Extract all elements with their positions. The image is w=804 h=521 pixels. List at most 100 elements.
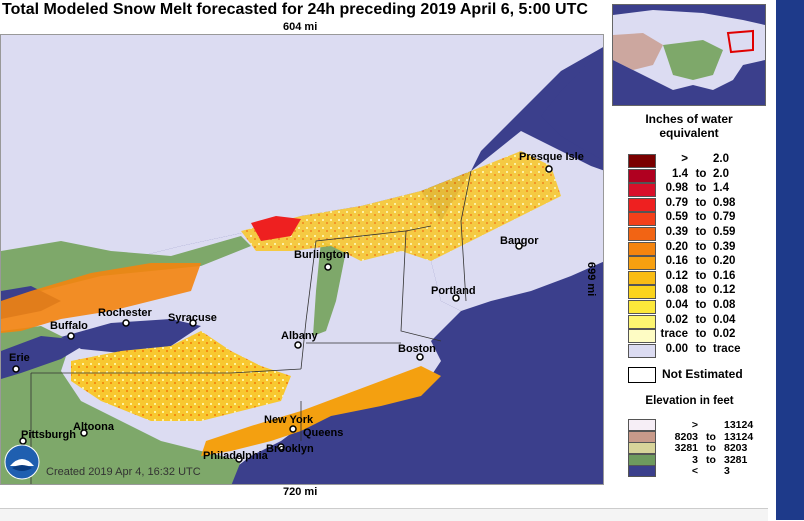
city-label: Boston — [398, 343, 436, 355]
top-scale-label: 604 mi — [283, 21, 318, 33]
burlington-dot[interactable] — [324, 263, 332, 271]
bangor-dot[interactable] — [515, 242, 523, 250]
syracuse-dot[interactable] — [189, 319, 197, 327]
legend-swatch — [628, 168, 656, 183]
legend-to: 0.59 — [713, 226, 736, 238]
city-label: Philadelphia — [203, 450, 269, 462]
albany-dot[interactable] — [294, 341, 302, 349]
city-label: Erie — [9, 352, 30, 364]
legend-row: 0.08 to 0.12 — [628, 284, 768, 300]
legend-to: 0.16 — [713, 269, 736, 282]
melt-band-coast — [201, 366, 441, 456]
legend-to-word: to — [695, 284, 707, 297]
canada-land — [1, 35, 603, 296]
elevation-row: <3 — [628, 465, 768, 478]
legend-to-word: to — [695, 269, 707, 282]
legend-swatch — [628, 241, 656, 256]
elevation-from: > — [691, 419, 698, 431]
bottom-scale-label: 720 mi — [283, 486, 318, 498]
legend-swatch — [628, 256, 656, 271]
bottom-bar — [0, 508, 768, 521]
legend-to: 1.4 — [713, 182, 729, 195]
elevation-swatch — [628, 465, 656, 478]
legend-row: 0.04 to 0.08 — [628, 299, 768, 314]
legend-to-word: to — [695, 211, 707, 224]
legend-to: 0.04 — [713, 313, 736, 326]
legend-to: 2.0 — [713, 167, 729, 180]
legend-to: trace — [713, 342, 741, 355]
legend-row: 0.39 to 0.59 — [628, 226, 768, 241]
legend-to: 0.98 — [713, 196, 736, 209]
city-label: Syracuse — [168, 312, 217, 324]
legend-to: 0.02 — [713, 328, 736, 341]
legend-to-word: to — [695, 226, 707, 238]
elevation-row: 3281 to 8203 — [628, 442, 768, 455]
city-markers — [12, 165, 553, 463]
legend-row: >2.0 — [628, 153, 768, 168]
legend-from: > — [681, 153, 688, 165]
snow-melt-map[interactable]: Presque Isle Bangor Burlington Portland … — [0, 34, 604, 485]
legend-from: 0.00 — [665, 342, 688, 355]
legend-from: 0.08 — [665, 284, 688, 297]
legend-to-word: to — [695, 313, 707, 326]
locator-inset-map[interactable] — [612, 4, 766, 106]
legend-to: 0.20 — [713, 255, 736, 268]
elevation-to-word: to — [706, 453, 716, 466]
melt-peak-adirondack — [251, 216, 301, 241]
portland-dot[interactable] — [452, 294, 460, 302]
legend-to-word: to — [695, 240, 707, 253]
new-york-dot[interactable] — [289, 425, 297, 433]
city-label: Presque Isle — [519, 151, 584, 163]
elevation-from: 3 — [692, 453, 698, 466]
city-label: Portland — [431, 285, 476, 297]
legend-to: 0.12 — [713, 284, 736, 297]
brooklyn-dot[interactable] — [277, 443, 285, 451]
elevation-row: >13124 — [628, 419, 768, 431]
legend-to: 0.08 — [713, 299, 736, 311]
elevation-swatch — [628, 442, 656, 455]
legend-row: 0.20 to 0.39 — [628, 241, 768, 256]
legend-from: 1.4 — [672, 167, 688, 180]
philadelphia-dot[interactable] — [235, 455, 243, 463]
elevation-swatch — [628, 430, 656, 443]
city-label: Bangor — [500, 235, 539, 247]
legend-from: 0.02 — [665, 313, 688, 326]
erie-dot[interactable] — [12, 365, 20, 373]
elevation-from: 8203 — [674, 430, 698, 443]
legend-from: 0.04 — [665, 299, 688, 311]
legend-from: 0.12 — [665, 269, 688, 282]
elevation-to: 3 — [724, 465, 730, 478]
legend-row: 1.4 to 2.0 — [628, 168, 768, 183]
legend-to-word: to — [695, 196, 707, 209]
legend-from: 0.39 — [665, 226, 688, 238]
legend-to: 0.79 — [713, 211, 736, 224]
elevation-swatch — [628, 419, 656, 431]
legend-to: 2.0 — [713, 153, 729, 165]
boston-dot[interactable] — [416, 353, 424, 361]
presque-isle-dot[interactable] — [545, 165, 553, 173]
map-svg: Presque Isle Bangor Burlington Portland … — [1, 35, 603, 484]
legend-to-word: to — [695, 167, 707, 180]
lake-erie — [1, 336, 91, 379]
legend-to-word: to — [695, 255, 707, 268]
legend-swatch — [628, 270, 656, 285]
city-label: Albany — [281, 330, 319, 342]
legend-swatch — [628, 343, 656, 358]
city-label: Brooklyn — [266, 443, 314, 455]
legend-row: 0.16 to 0.20 — [628, 255, 768, 271]
legend-title: Inches of water equivalent — [645, 112, 733, 140]
legend-swatch — [628, 329, 656, 344]
rochester-dot[interactable] — [122, 319, 130, 327]
legend-swatch — [628, 183, 656, 198]
legend-row: 0.02 to 0.04 — [628, 314, 768, 329]
legend-row: 0.00 to trace — [628, 343, 768, 358]
altoona-dot[interactable] — [80, 429, 88, 437]
legend-from: 0.16 — [665, 255, 688, 268]
buffalo-dot[interactable] — [67, 332, 75, 340]
elevation-to-word: to — [706, 430, 716, 443]
legend-row: 0.98 to 1.4 — [628, 182, 768, 198]
city-label: New York — [264, 414, 314, 426]
legend-swatch — [628, 300, 656, 314]
city-label: Queens — [303, 427, 343, 439]
pittsburgh-dot[interactable] — [19, 437, 27, 445]
